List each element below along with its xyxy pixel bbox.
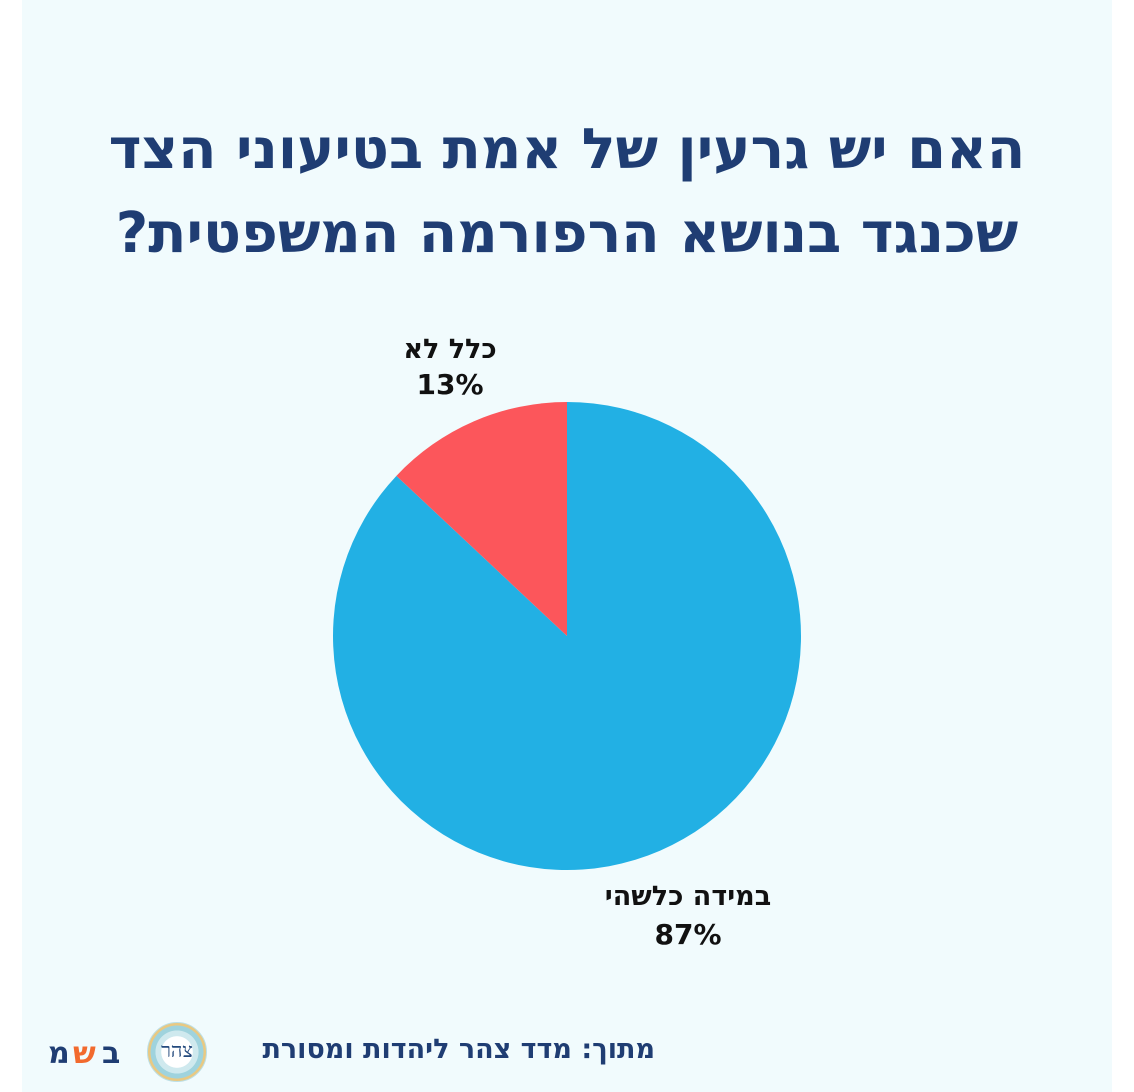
footer: ב ש מ צהר מתוך: מדד צהר ליהדות ומסורת <box>0 1018 1134 1088</box>
pie-slice-2 <box>396 402 567 636</box>
source-note: מתוך: מדד צהר ליהדות ומסורת <box>262 1034 655 1065</box>
slice-label-1: במידה כלשהי <box>605 881 771 912</box>
brand-letter-1: מ <box>48 1036 70 1071</box>
brand-logo: ב ש מ <box>48 1036 130 1072</box>
slice-value-1: 87% <box>654 918 721 951</box>
tzohar-logo-text: צהר <box>161 1038 193 1062</box>
pie-slice-1 <box>333 402 802 870</box>
chart-title: האם יש גרעין של אמת בטיעוני הצד שכנגד בנ… <box>60 108 1074 276</box>
pie-slices <box>333 402 802 870</box>
chart-title-line-1: האם יש גרעין של אמת בטיעוני הצד <box>108 117 1026 182</box>
tzohar-logo: צהר <box>147 1022 207 1082</box>
slice-label-2: כלל לא <box>403 334 496 365</box>
slice-value-2: 13% <box>416 368 483 401</box>
brand-letter-2: ש <box>73 1036 96 1071</box>
brand-letter-3: ב <box>102 1036 121 1071</box>
chart-title-line-2: שכנגד בנושא הרפורמה המשפטית? <box>115 201 1019 266</box>
